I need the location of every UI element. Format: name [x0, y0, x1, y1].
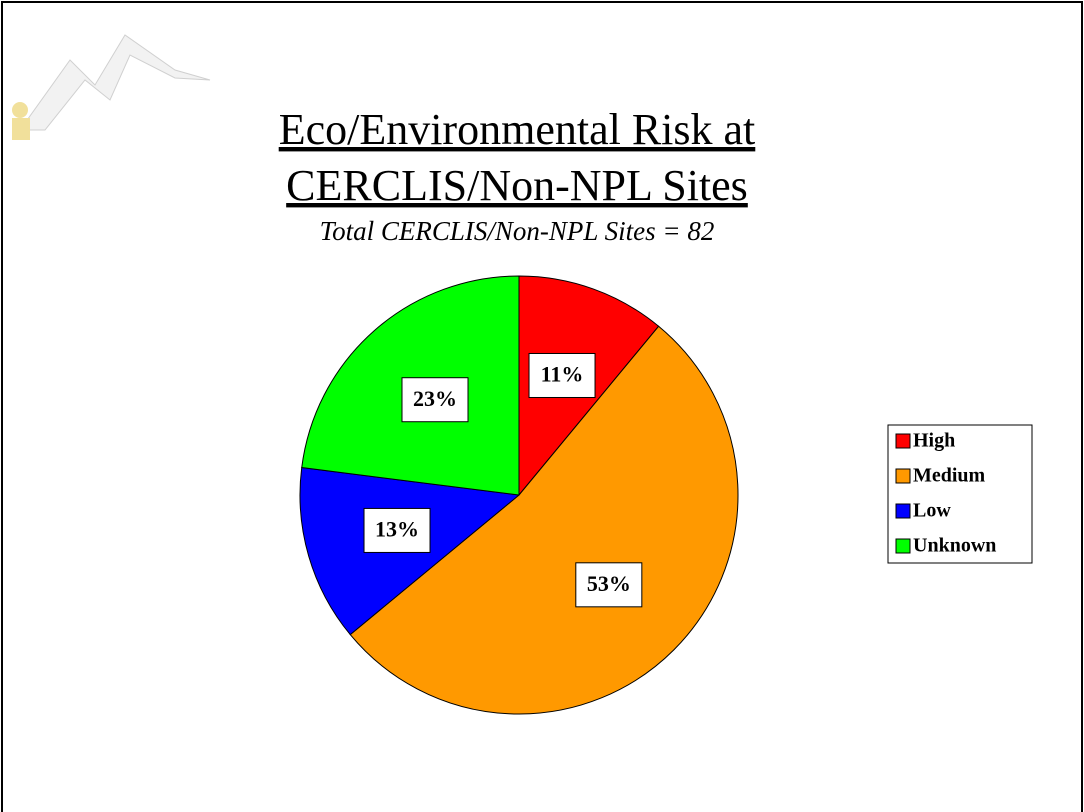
data-label-box — [528, 352, 596, 398]
chart-title: Eco/Environmental Risk at — [279, 105, 756, 154]
logo — [12, 34, 211, 140]
chart-title: CERCLIS/Non-NPL Sites — [286, 161, 748, 210]
data-label: 13% — [375, 516, 419, 541]
data-label: 23% — [413, 386, 457, 411]
chart-subtitle: Total CERCLIS/Non-NPL Sites = 82 — [320, 216, 715, 246]
legend-swatch — [895, 468, 911, 484]
legend-label: Low — [913, 500, 951, 522]
legend-label: Medium — [913, 465, 986, 487]
legend: High Medium Low Unknown — [887, 424, 1033, 564]
legend-label: Unknown — [913, 535, 996, 557]
legend-swatch — [895, 503, 911, 519]
data-label: 53% — [587, 571, 631, 596]
data-label-box — [363, 507, 431, 553]
legend-swatch — [895, 538, 911, 554]
data-label-box — [401, 377, 469, 423]
data-label-box — [575, 562, 643, 608]
legend-label: High — [913, 430, 955, 452]
legend-box — [887, 424, 1033, 564]
legend-swatch — [895, 433, 911, 449]
pie: 11% 53% 13% 23% — [299, 275, 739, 715]
pie-slice — [349, 325, 739, 715]
data-label: 11% — [541, 362, 584, 387]
